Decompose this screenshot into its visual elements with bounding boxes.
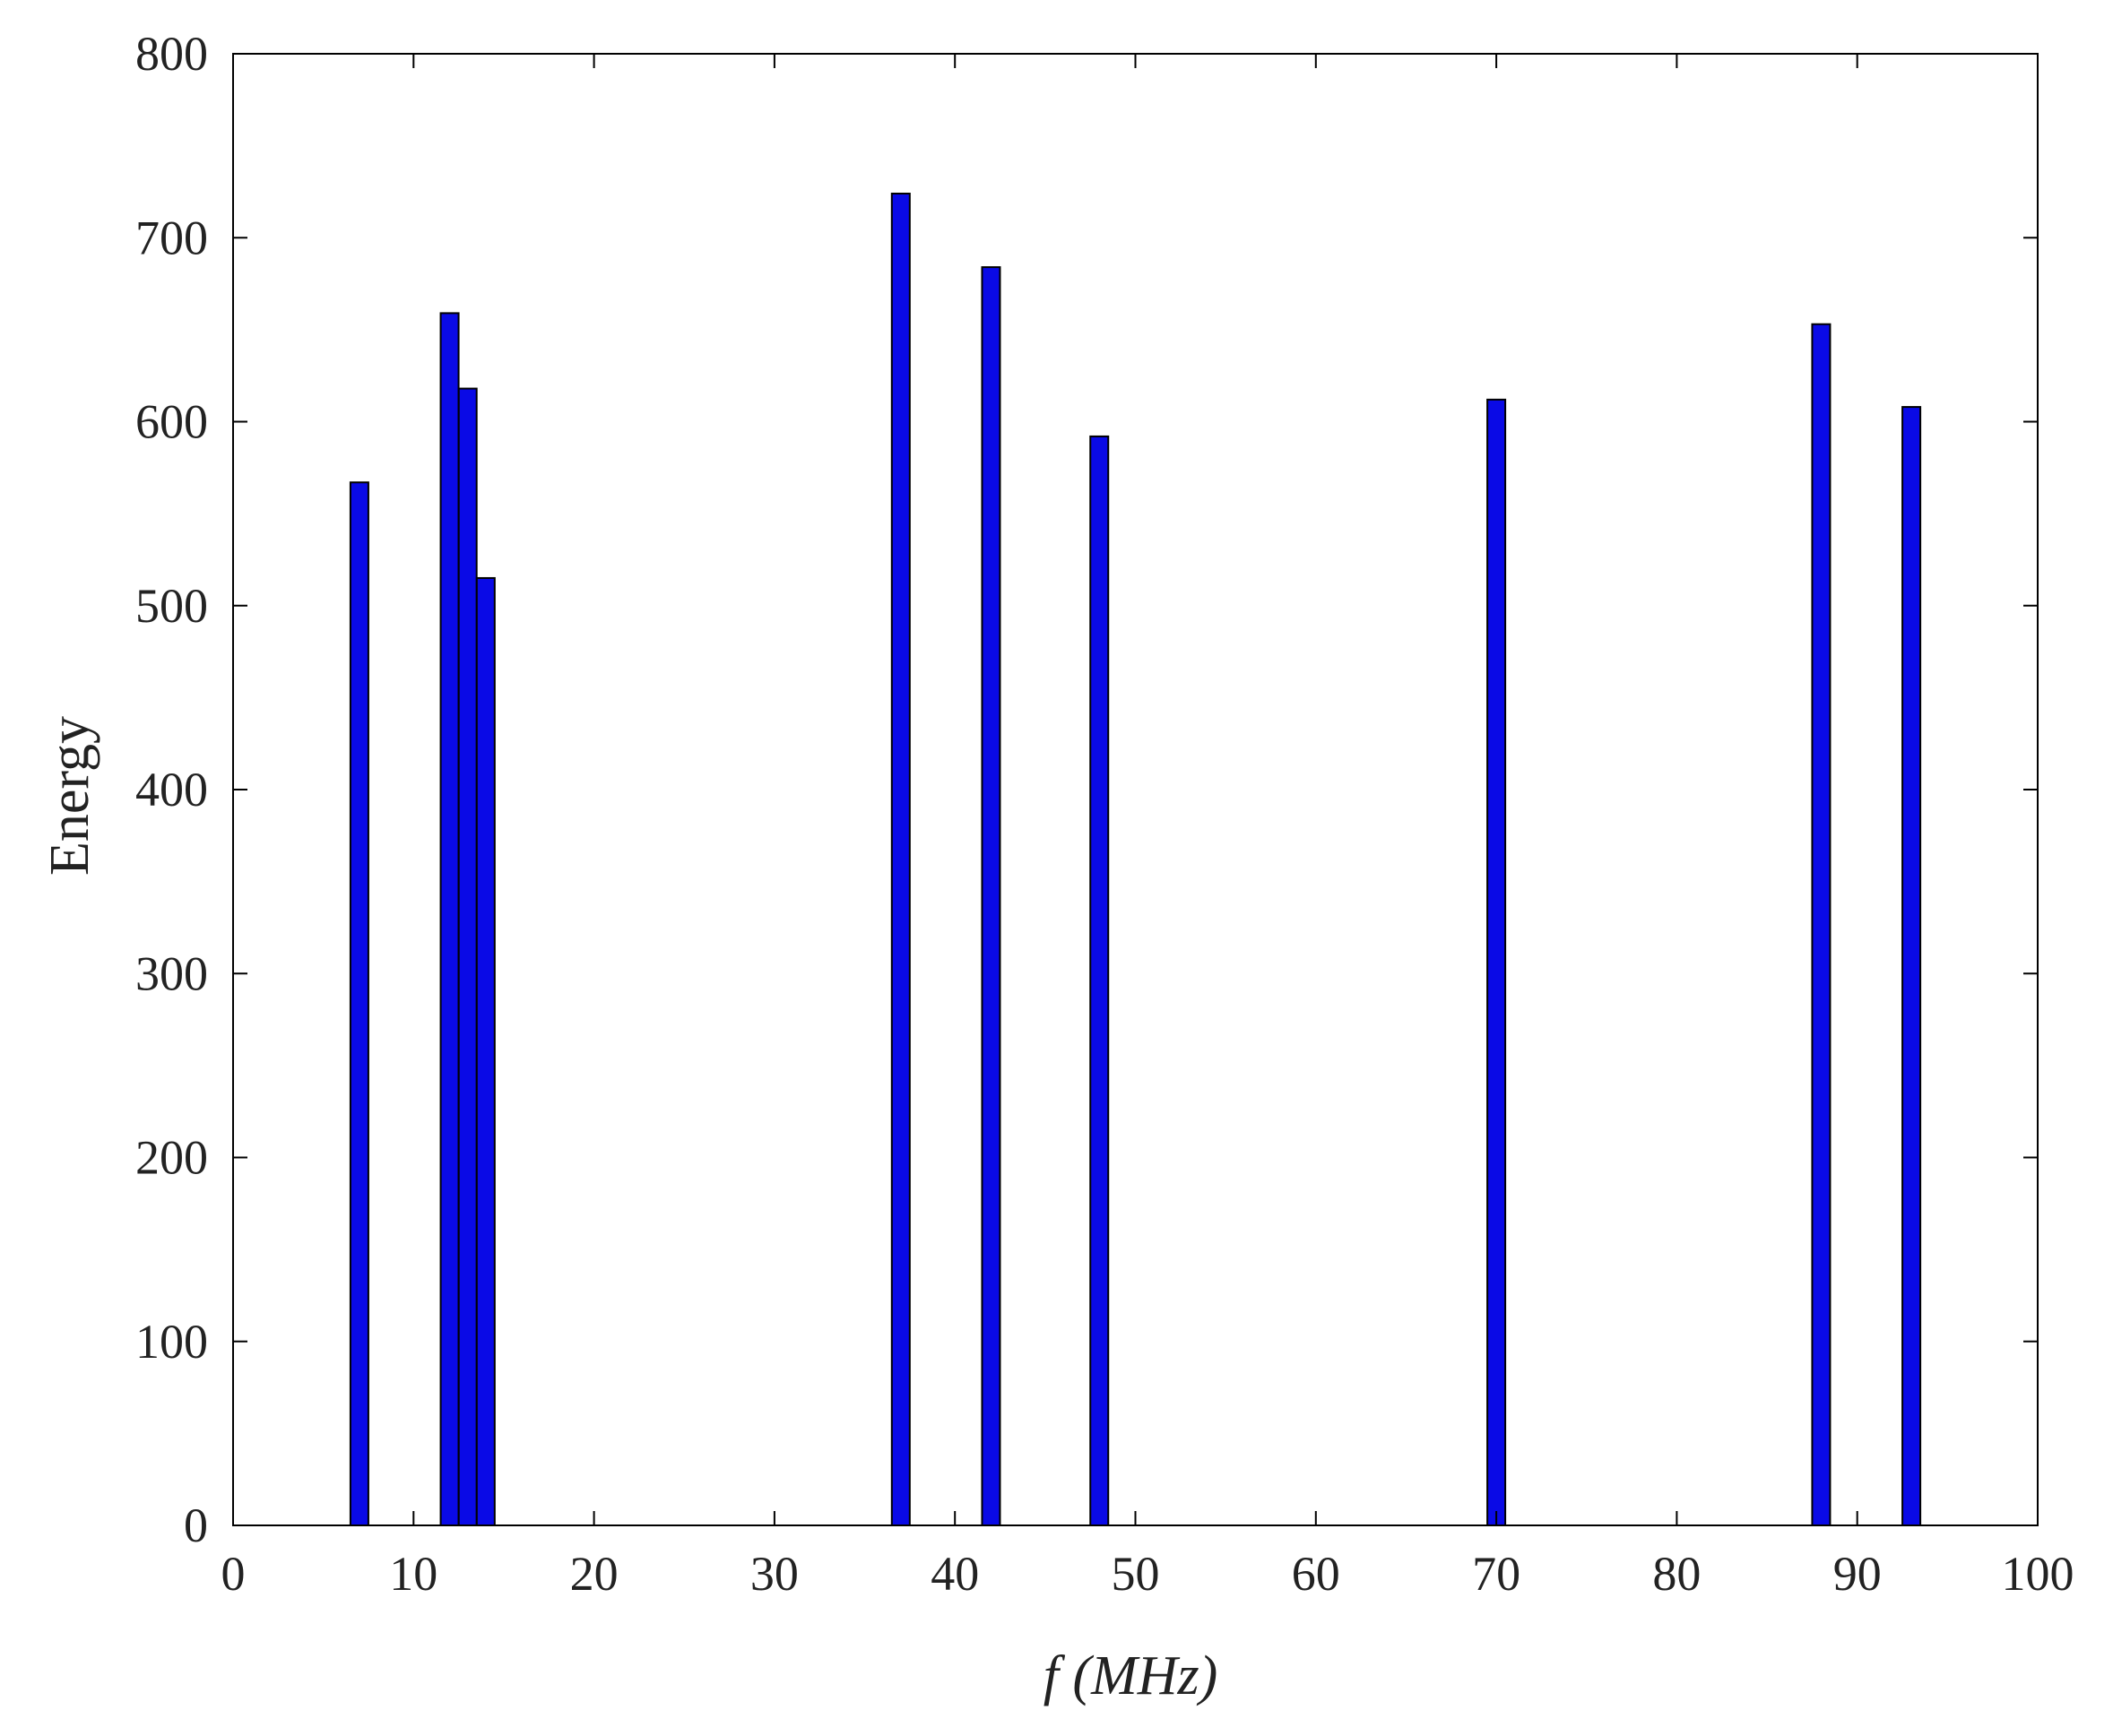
y-axis-ticks: 0 100 200 300 400 500 600 700 800 — [135, 27, 2038, 1552]
x-axis-ticks: 0 10 20 30 40 50 60 70 80 90 100 — [221, 54, 2074, 1601]
y-tick-label-400: 400 — [135, 763, 208, 816]
bar-93 — [1901, 406, 1922, 1527]
x-tick-label-90: 90 — [1833, 1547, 1882, 1601]
y-tick-label-300: 300 — [135, 946, 208, 1000]
y-tick-label-500: 500 — [135, 579, 208, 633]
bar-70 — [1486, 398, 1507, 1526]
x-tick-label-30: 30 — [750, 1547, 799, 1601]
plot-area — [232, 53, 2039, 1526]
x-tick-label-70: 70 — [1472, 1547, 1520, 1601]
x-tick-label-50: 50 — [1112, 1547, 1160, 1601]
y-axis-label: Energy — [39, 716, 100, 876]
bar-88 — [1811, 323, 1832, 1526]
x-tick-label-80: 80 — [1652, 1547, 1701, 1601]
x-tick-label-100: 100 — [2002, 1547, 2074, 1601]
bars — [349, 192, 1922, 1527]
bar-7 — [349, 481, 369, 1526]
bar-37 — [890, 192, 911, 1527]
x-tick-label-10: 10 — [389, 1547, 437, 1601]
y-tick-label-600: 600 — [135, 395, 208, 449]
bar-42 — [981, 266, 1001, 1527]
y-tick-label-0: 0 — [184, 1498, 208, 1552]
x-tick-label-60: 60 — [1292, 1547, 1340, 1601]
y-tick-label-200: 200 — [135, 1131, 208, 1185]
x-tick-label-40: 40 — [931, 1547, 979, 1601]
plot-frame — [232, 53, 2039, 1526]
y-tick-label-100: 100 — [135, 1315, 208, 1369]
bar-14 — [475, 576, 496, 1526]
x-axis-label: f (MHz) — [1044, 1645, 1218, 1706]
y-tick-label-700: 700 — [135, 211, 208, 264]
y-tick-label-800: 800 — [135, 27, 208, 81]
bar-48 — [1089, 435, 1110, 1526]
bar-13 — [457, 387, 478, 1526]
x-tick-label-0: 0 — [221, 1547, 246, 1601]
bar-12 — [439, 312, 460, 1527]
x-tick-label-20: 20 — [570, 1547, 619, 1601]
